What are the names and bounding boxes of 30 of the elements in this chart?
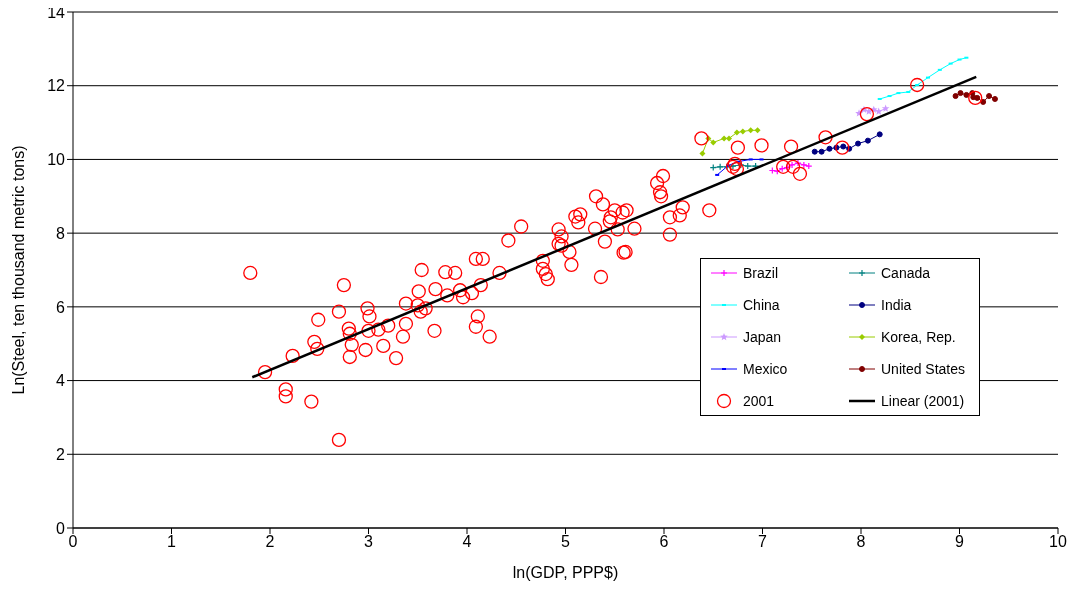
legend-label: China <box>743 297 780 313</box>
x-tick-label: 4 <box>462 533 472 551</box>
y-tick-label: 6 <box>56 298 66 316</box>
y-axis-title: Ln(Steel, ten thousand metric tons) <box>9 145 27 395</box>
legend-label: Linear (2001) <box>881 393 965 409</box>
legend-label: 2001 <box>743 393 775 409</box>
x-tick-label: 9 <box>955 533 965 551</box>
legend-label: Japan <box>743 329 782 345</box>
x-tick-label: 7 <box>758 533 768 551</box>
x-axis-title: ln(GDP, PPP$) <box>512 564 619 581</box>
y-tick-label: 10 <box>47 151 66 169</box>
legend-label: India <box>881 297 912 313</box>
x-tick-label: 5 <box>561 533 571 551</box>
y-tick-label: 12 <box>47 77 66 95</box>
y-tick-label: 0 <box>56 519 66 537</box>
y-tick-label: 8 <box>56 224 66 242</box>
legend-label: United States <box>881 361 966 377</box>
y-tick-label: 2 <box>56 445 66 463</box>
legend-label: Korea, Rep. <box>881 329 956 345</box>
x-tick-label: 10 <box>1049 533 1067 551</box>
x-tick-label: 3 <box>364 533 374 551</box>
x-tick-label: 6 <box>659 533 669 551</box>
legend-label: Brazil <box>743 265 779 281</box>
x-tick-label: 8 <box>856 533 866 551</box>
legend-label: Canada <box>881 265 931 281</box>
y-tick-label: 4 <box>56 372 66 390</box>
x-tick-label: 1 <box>167 533 177 551</box>
x-tick-label: 0 <box>68 533 78 551</box>
legend-label: Mexico <box>743 361 788 377</box>
x-tick-label: 2 <box>265 533 275 551</box>
